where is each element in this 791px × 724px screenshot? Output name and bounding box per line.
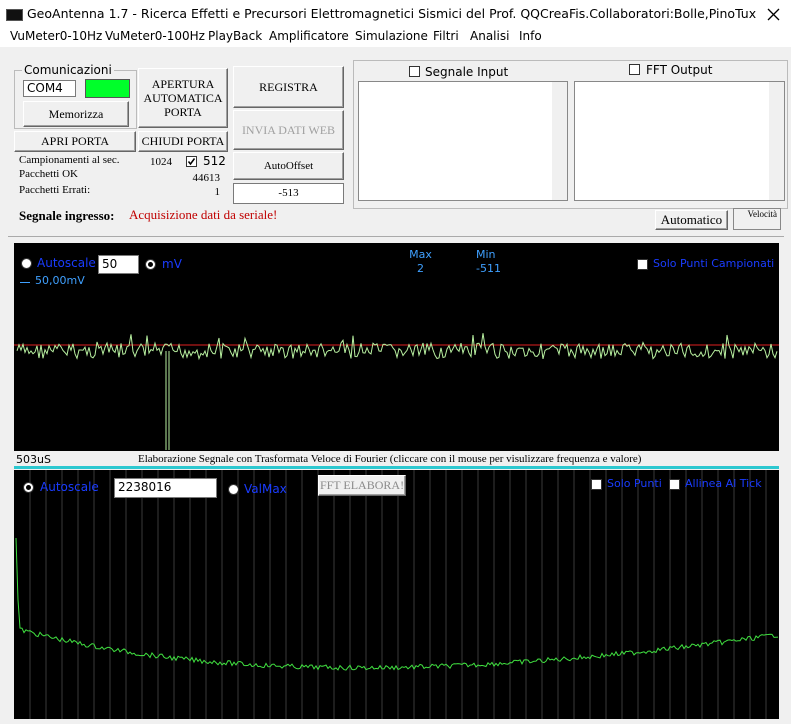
label: Allinea Al Tick [685, 477, 762, 490]
checkbox[interactable] [186, 156, 197, 167]
registra-button[interactable]: REGISTRA [233, 66, 344, 108]
value: 1 [214, 186, 221, 198]
label: FFT Output [646, 63, 713, 77]
label: Solo Punti Campionati [653, 257, 775, 270]
group-box [353, 60, 788, 209]
checkbox[interactable] [669, 479, 680, 490]
menu-item[interactable]: Amplificatore [269, 29, 349, 43]
label: Max [409, 248, 432, 261]
legend-line [20, 282, 30, 283]
automatico-button[interactable]: Automatico [655, 210, 728, 230]
label: Pacchetti OK [19, 168, 78, 180]
label: Solo Punti [607, 477, 662, 490]
elabora-button[interactable]: FFT ELABORA! [318, 475, 406, 496]
label: Autoscale [40, 480, 99, 494]
label: PORTA [164, 105, 202, 119]
window-title: GeoAntenna 1.7 - Ricerca Effetti e Precu… [27, 6, 757, 21]
label: APERTURA [151, 77, 215, 91]
value: 2 [417, 262, 424, 275]
info-label: Elaborazione Segnale con Trasformata Vel… [138, 453, 642, 465]
divider [14, 466, 779, 469]
menu-item[interactable]: Analisi [470, 29, 510, 43]
menu-bar [0, 28, 791, 47]
list-box[interactable] [358, 81, 568, 201]
fft-input[interactable]: 2238016 [114, 478, 217, 498]
chiudi-button[interactable]: CHIUDI PORTA [138, 131, 228, 152]
radio[interactable] [228, 484, 239, 495]
scale-input[interactable]: 50 [98, 255, 139, 274]
apri-button[interactable]: APRI PORTA [14, 131, 136, 152]
label: Autoscale [37, 256, 96, 270]
label: Campionamenti al sec. [19, 154, 120, 166]
label: Segnale ingresso: [19, 208, 115, 223]
radio[interactable] [145, 259, 156, 270]
value: 512 [203, 154, 226, 168]
speed-control[interactable]: Velocità [733, 208, 781, 230]
port-input[interactable]: COM4 [23, 80, 76, 97]
time-label: 503uS [16, 453, 51, 466]
close-button[interactable] [767, 8, 780, 21]
label: mV [162, 257, 182, 271]
list-box[interactable] [574, 81, 785, 201]
apertura-button[interactable]: APERTURA AUTOMATICA PORTA [138, 68, 228, 128]
checkbox[interactable] [409, 66, 420, 77]
value: 44613 [192, 172, 221, 184]
menu-item[interactable]: Info [519, 29, 542, 43]
menu-item[interactable]: PlayBack [208, 29, 263, 43]
label: Velocità [747, 209, 778, 219]
group-legend: Comunicazioni [22, 63, 114, 77]
status-text: Acquisizione dati da seriale! [129, 207, 278, 222]
offset-input[interactable]: -513 [233, 183, 344, 204]
fft-plot [15, 470, 779, 719]
port-status [85, 79, 130, 98]
title-bar [0, 0, 791, 28]
label: Pacchetti Errati: [19, 184, 91, 196]
menu-item[interactable]: Filtri [433, 29, 459, 43]
separator [8, 236, 784, 237]
legend-label: 50,00mV [35, 274, 85, 287]
scope-plot [14, 333, 779, 450]
radio[interactable] [21, 258, 32, 269]
checkbox[interactable] [591, 479, 602, 490]
invia-button: INVIA DATI WEB [233, 110, 344, 150]
label: ValMax [244, 482, 287, 496]
checkbox[interactable] [629, 64, 640, 75]
label: Min [476, 248, 496, 261]
menu-item[interactable]: Simulazione [355, 29, 428, 43]
label: Segnale Input [425, 65, 509, 79]
value: -511 [476, 262, 501, 275]
app-icon [6, 9, 23, 21]
radio[interactable] [23, 482, 34, 493]
menu-item[interactable]: VuMeter0-10Hz [10, 29, 103, 43]
memorizza-button[interactable]: Memorizza [23, 101, 129, 127]
menu-item[interactable]: VuMeter0-100Hz [105, 29, 205, 43]
label: AUTOMATICA [143, 91, 223, 105]
autooffset-button[interactable]: AutoOffset [233, 152, 344, 180]
checkbox[interactable] [637, 259, 648, 270]
value: 1024 [150, 156, 172, 168]
